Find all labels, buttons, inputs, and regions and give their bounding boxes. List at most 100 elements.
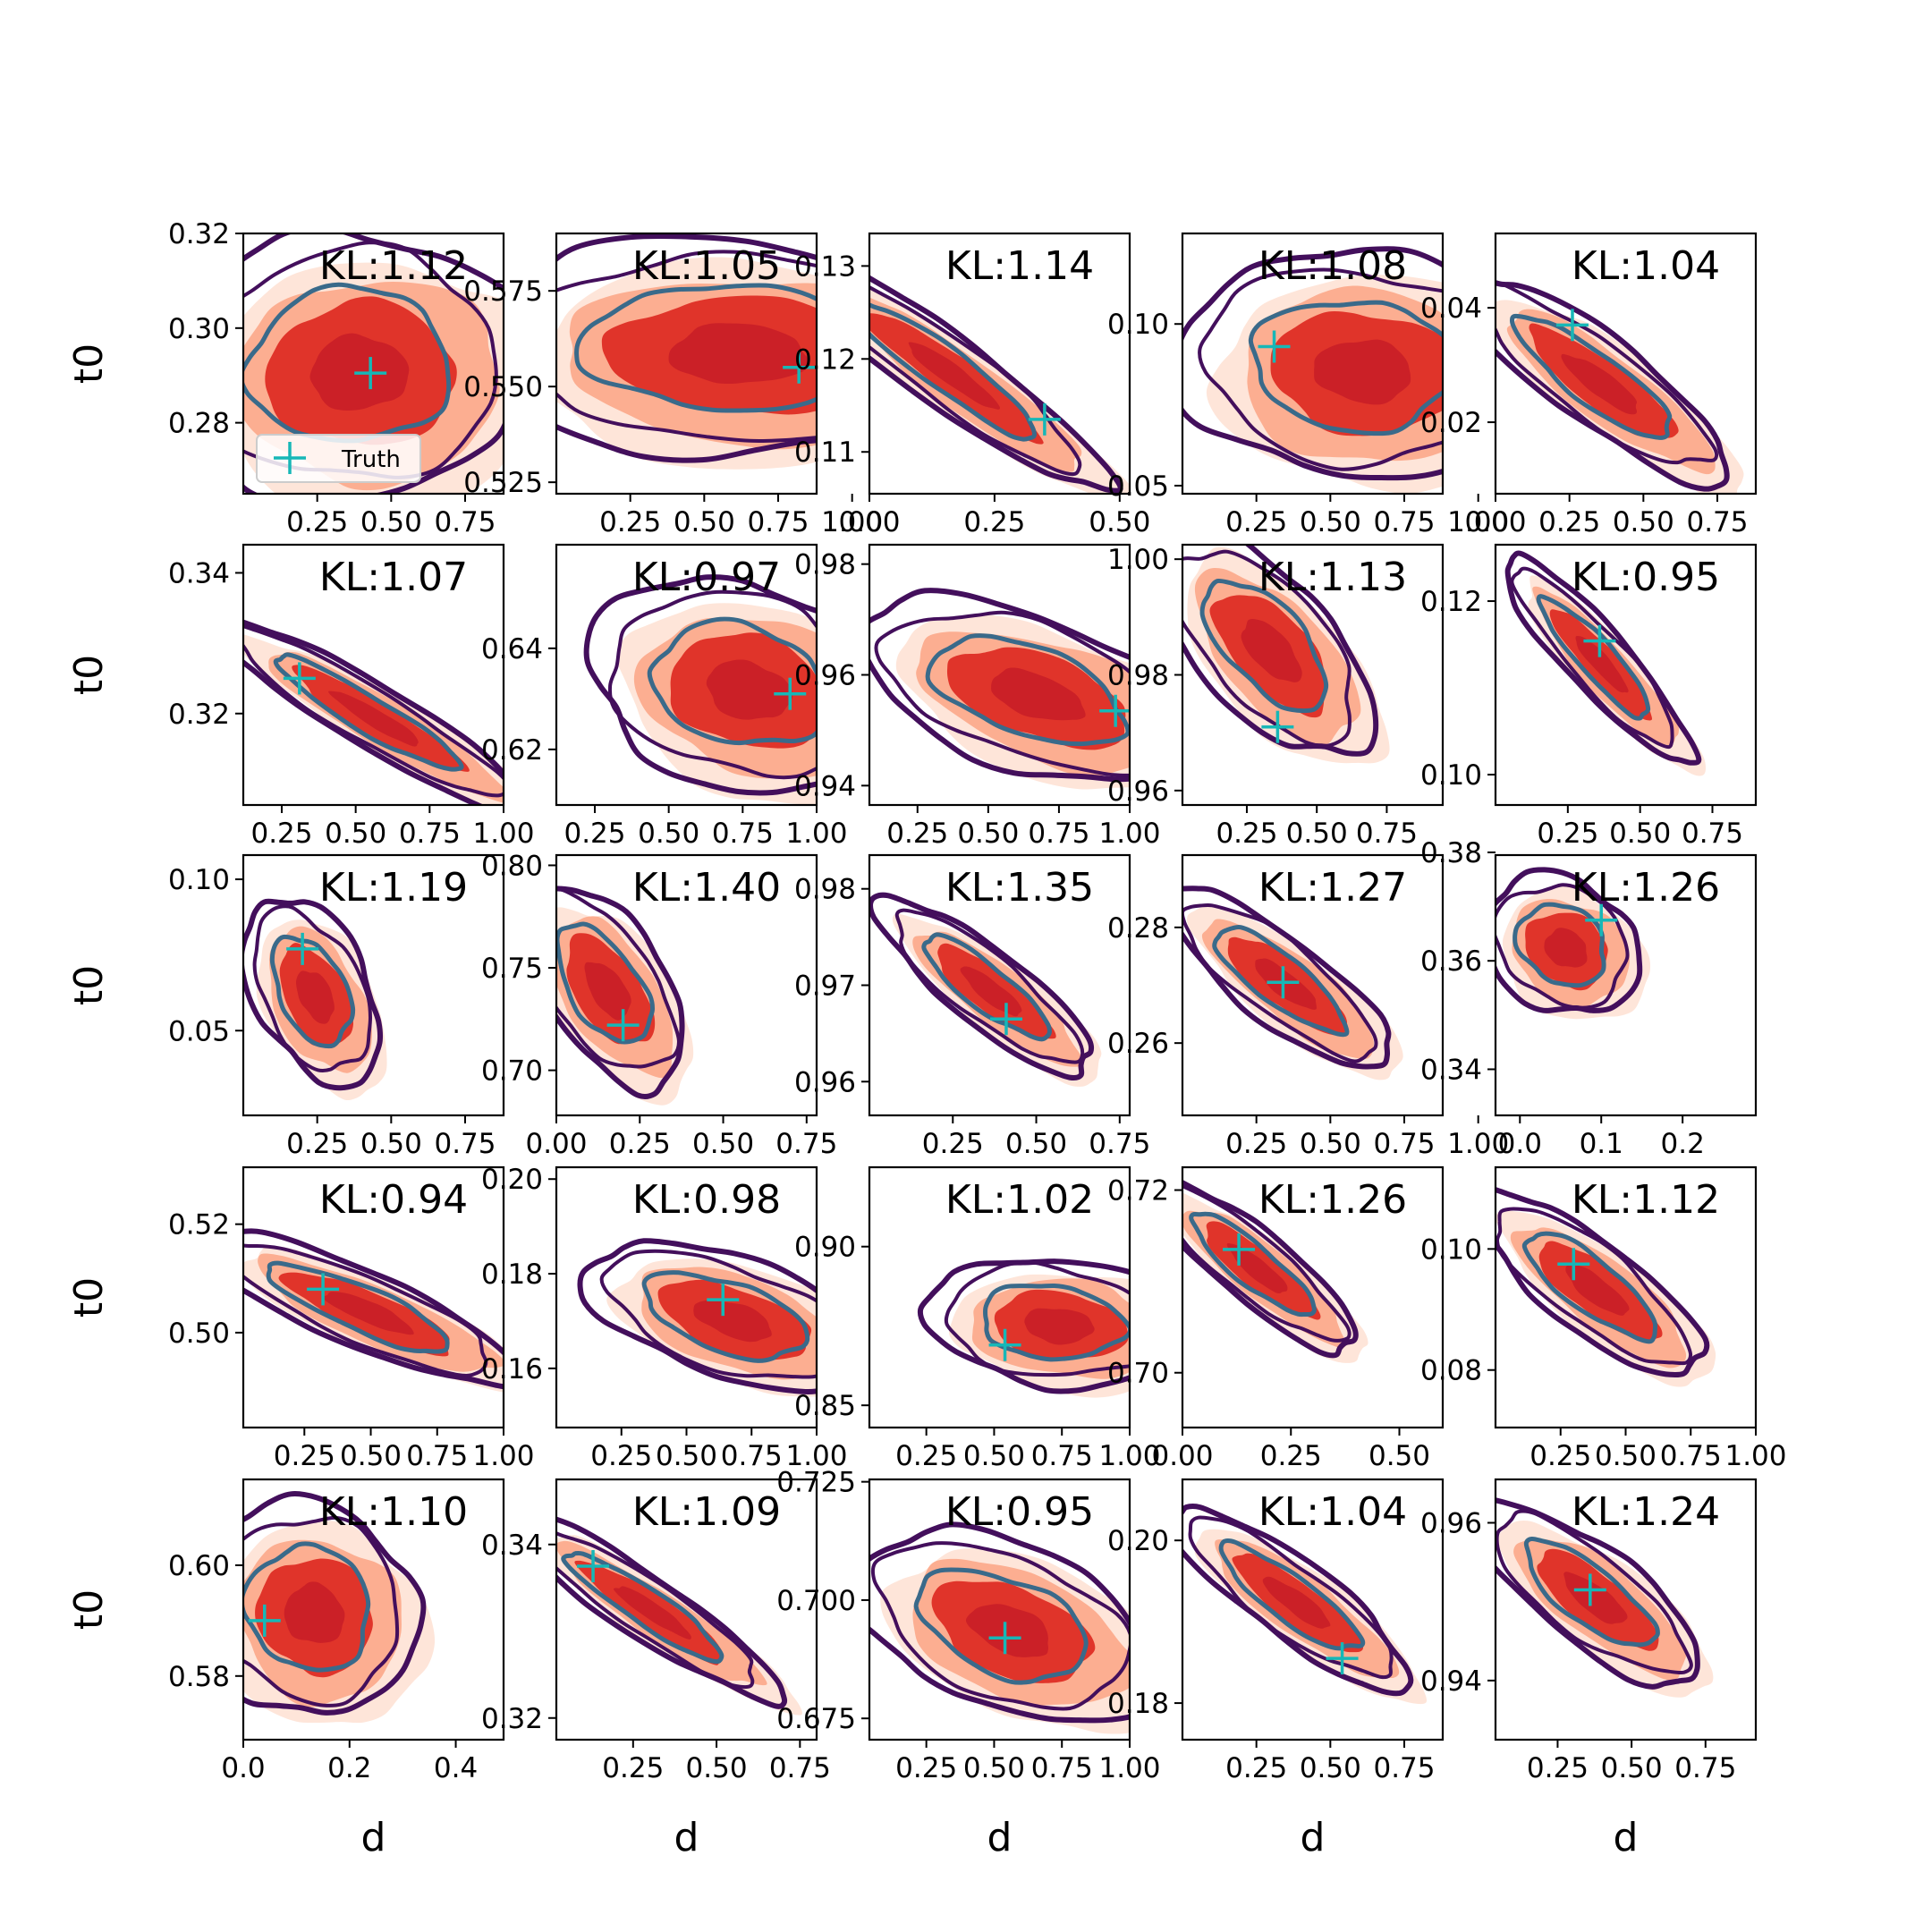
legend-label: Truth [341,446,401,473]
kl-label: KL:0.98 [632,1177,781,1223]
x-tick-label: 0.25 [286,506,348,538]
density-fill-level-4 [1561,353,1638,415]
kl-label: KL:1.02 [945,1177,1094,1223]
x-tick-label: 0.25 [1225,506,1287,538]
x-tick-label: 0.50 [638,818,699,850]
truth-marker [988,1622,1021,1655]
y-tick-label: 0.550 [463,371,543,403]
y-tick-label: 0.70 [481,1055,543,1088]
subplot-4-4: 0.00 0.25 0.50 0.70 0.72 KL:1.26 [1107,1165,1445,1472]
y-tick-label: 0.10 [1107,309,1169,341]
y-tick-label: 0.80 [481,850,543,882]
x-tick-label: 0.0 [1498,1128,1542,1160]
kl-label: KL:1.07 [319,555,468,600]
contour-line-outer [869,588,1130,783]
y-tick-label: 0.50 [168,1318,230,1350]
density-fill-level-4 [1024,1308,1095,1345]
density-fill-level-4 [908,342,1001,410]
y-tick-label: 0.28 [168,408,230,440]
x-tick-label: 0.00 [838,506,900,538]
x-tick-label: 0.75 [1031,1440,1093,1472]
contour-line-outer [1182,545,1379,757]
y-tick-label: 0.98 [794,549,856,581]
y-tick-label: 0.38 [1420,837,1482,869]
kl-label: KL:1.08 [1258,243,1407,289]
subplot-2-3: 0.25 0.50 0.75 1.00 0.94 0.96 0.98 [794,543,1161,850]
x-tick-label: 0.25 [895,1752,957,1784]
y-axis-title: t0 [66,1277,112,1318]
axes-frame [242,1165,505,1429]
axes-frame [1181,1478,1445,1741]
kl-label: KL:0.95 [1572,555,1720,600]
density-fill-level-4 [1565,1264,1630,1316]
y-tick-label: 0.60 [168,1550,230,1582]
plot-area [243,1491,436,1724]
contour-line-inner [1189,1211,1317,1318]
contour-line-inner [1536,594,1651,721]
truth-marker [307,1273,340,1306]
contour-line-inner [1212,924,1350,1038]
density-fill-level-4 [613,1586,691,1640]
density-fill-level-4 [584,962,631,1021]
x-tick-label: 1.00 [1447,1128,1509,1160]
y-tick-label: 0.725 [776,1467,856,1499]
subplot-4-2: 0.25 0.50 0.75 1.00 0.16 0.18 0.20 KL:0.98 [481,1164,848,1472]
y-tick-label: 0.90 [794,1232,856,1264]
y-tick-label: 0.58 [168,1661,230,1693]
contour-line-middle [870,1541,1130,1711]
x-tick-label: 0.25 [922,1128,984,1160]
contour-line-inner [561,1550,724,1665]
x-tick-label: 1.00 [472,818,534,850]
y-tick-label: 0.12 [1420,586,1482,618]
density-fill-level-4 [1563,1572,1628,1624]
contour-line-middle [243,1243,488,1377]
plot-area [243,898,387,1101]
plot-area [243,1228,504,1393]
plot-area [583,574,817,805]
y-tick-label: 0.34 [1420,1054,1482,1086]
kl-label: KL:1.14 [945,243,1094,289]
x-tick-label: 0.75 [721,1440,783,1472]
y-tick-label: 0.70 [1107,1358,1169,1390]
x-tick-label: 0.75 [1682,818,1743,850]
subplot-1-2: 0.25 0.50 0.75 1.00 0.525 0.550 0.575 KL:1.05 [463,232,883,538]
y-axis-title: t0 [66,655,112,695]
truth-marker [989,1003,1022,1036]
density-fill-level-4 [323,1292,414,1335]
x-tick-label: 0.75 [1031,1752,1093,1784]
y-tick-label: 0.97 [794,970,856,1003]
x-tick-label: 0.50 [674,506,735,538]
y-tick-label: 0.700 [776,1585,856,1617]
x-tick-label: 0.75 [1089,1128,1150,1160]
subplot-5-4: 0.25 0.50 0.75 0.18 0.20 KL:1.04 d [1107,1478,1445,1860]
kl-label: KL:1.24 [1572,1489,1720,1535]
y-tick-label: 0.10 [168,864,230,896]
density-fill-level-4 [693,1300,772,1343]
subplot-3-1: 0.25 0.50 0.75 0.05 0.10 KL:1.19 t0 [66,853,505,1160]
plot-area [1182,545,1390,764]
x-tick-label: 0.50 [360,1128,422,1160]
y-tick-label: 0.34 [168,557,230,589]
y-tick-label: 0.10 [1420,759,1482,792]
kl-label: KL:1.05 [632,243,781,289]
x-axis-title: d [1614,1815,1639,1860]
axes-frame [868,232,1131,496]
truth-marker [248,1604,281,1637]
y-tick-label: 0.05 [1107,470,1169,503]
density-fill-level-4 [1575,635,1629,693]
subplot-1-1: 0.25 0.50 0.75 0.28 0.30 0.32 KL:1.12 t0 Truth [66,218,505,538]
density-fill-level-4 [668,323,810,385]
contour-line-inner [1513,902,1606,988]
axes-frame [1494,853,1758,1117]
legend-box [256,434,421,483]
x-tick-label: 0.75 [1356,818,1418,850]
plot-area [556,233,817,470]
plot-area [1496,867,1651,1020]
axes-frame [1494,232,1758,496]
axes-frame [868,1478,1131,1741]
truth-marker [1028,402,1061,436]
contour-line-inner [641,1270,810,1363]
contour-line-outer [243,1228,504,1390]
subplot-5-2: 0.25 0.50 0.75 0.32 0.34 KL:1.09 d [481,1478,831,1860]
